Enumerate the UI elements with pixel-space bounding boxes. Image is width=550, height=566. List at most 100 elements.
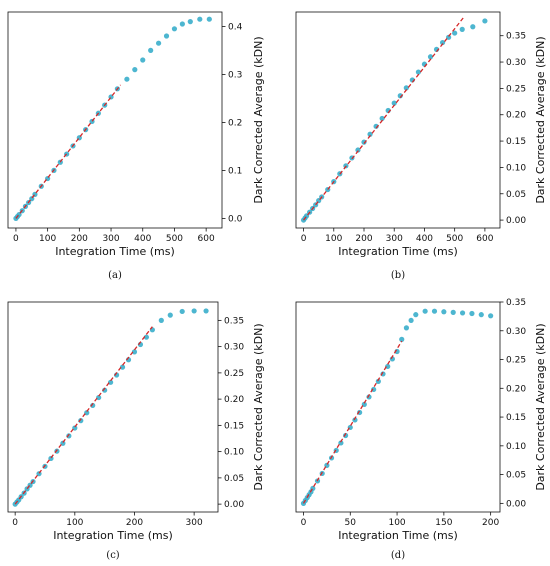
data-point bbox=[131, 349, 138, 355]
x-axis-label: Integration Time (ms) bbox=[338, 529, 458, 542]
y-tick-label: 0.15 bbox=[506, 137, 526, 147]
panel-caption: (a) bbox=[108, 270, 122, 281]
data-point bbox=[197, 16, 203, 22]
data-point bbox=[446, 34, 452, 40]
y-tick-label: 0.10 bbox=[506, 442, 526, 452]
x-tick-label: 0 bbox=[301, 234, 307, 244]
data-point bbox=[469, 310, 475, 317]
x-tick-label: 0 bbox=[12, 518, 18, 528]
y-tick-label: 0.0 bbox=[228, 214, 243, 224]
data-point bbox=[375, 378, 381, 384]
data-point bbox=[60, 440, 66, 446]
data-point bbox=[338, 440, 344, 446]
y-tick-label: 0.4 bbox=[228, 22, 243, 32]
x-tick-label: 200 bbox=[71, 234, 88, 244]
chart-panel-b: 0 100 200 300 400 500 600 0.00 0.05 0.10 0.15 0.20 0… bbox=[295, 11, 547, 281]
data-point bbox=[361, 139, 367, 145]
data-point bbox=[163, 33, 170, 39]
data-point bbox=[385, 363, 391, 370]
chart-panel-c: 0 100 200 300 0.00 0.05 0.10 0.15 0.20 0.25 0.30 0.… bbox=[7, 301, 265, 561]
y-tick-label: 0.25 bbox=[506, 356, 526, 366]
x-tick-label: 0 bbox=[301, 518, 307, 528]
x-tick-label: 0 bbox=[13, 234, 19, 244]
data-point bbox=[441, 309, 447, 315]
y-tick-label: 0.35 bbox=[506, 32, 526, 42]
plot-frame bbox=[295, 301, 501, 513]
data-point bbox=[431, 308, 438, 314]
data-point bbox=[206, 16, 212, 22]
x-tick-label: 400 bbox=[416, 234, 433, 244]
data-point bbox=[119, 364, 126, 370]
y-axis-label: Dark Corrected Average (kDN) bbox=[252, 323, 265, 490]
data-point bbox=[171, 26, 178, 32]
x-tick-label: 150 bbox=[435, 518, 452, 528]
data-point bbox=[470, 24, 476, 30]
data-point bbox=[140, 57, 146, 63]
data-point bbox=[459, 310, 466, 316]
data-point bbox=[413, 312, 419, 318]
x-tick-label: 500 bbox=[446, 234, 463, 244]
data-point bbox=[90, 402, 96, 409]
x-tick-label: 100 bbox=[39, 234, 56, 244]
data-point bbox=[179, 21, 185, 27]
data-point bbox=[148, 47, 154, 54]
data-point bbox=[367, 131, 373, 137]
y-tick-label: 0.20 bbox=[224, 395, 244, 405]
data-point bbox=[459, 26, 465, 32]
x-tick-label: 200 bbox=[482, 518, 499, 528]
y-axis-label: Dark Corrected Average (kDN) bbox=[252, 36, 265, 203]
y-axis-label: Dark Corrected Average (kDN) bbox=[534, 36, 547, 203]
data-point bbox=[179, 308, 185, 315]
data-point bbox=[403, 85, 409, 91]
fit-line bbox=[303, 16, 465, 221]
data-point bbox=[155, 40, 162, 46]
data-point bbox=[132, 67, 138, 73]
x-tick-label: 600 bbox=[476, 234, 493, 244]
y-tick-label: 0.25 bbox=[224, 369, 244, 379]
data-point bbox=[415, 69, 421, 75]
data-point bbox=[397, 93, 403, 99]
x-tick-label: 100 bbox=[325, 234, 342, 244]
y-axis-label: Dark Corrected Average (kDN) bbox=[534, 323, 547, 490]
data-point bbox=[482, 18, 488, 24]
data-point bbox=[124, 76, 130, 82]
y-tick-label: 0.10 bbox=[224, 448, 244, 458]
data-point bbox=[379, 115, 385, 122]
data-point bbox=[399, 336, 405, 342]
x-tick-label: 600 bbox=[198, 234, 215, 244]
plot-frame bbox=[7, 301, 219, 513]
chart-panel-d: 0 50 100 150 200 0.00 0.05 0.10 0.15 0.20 0.25 0.30… bbox=[295, 298, 547, 561]
x-axis-label: Integration Time (ms) bbox=[338, 245, 458, 258]
y-tick-label: 0.2 bbox=[228, 118, 242, 128]
data-point bbox=[439, 39, 446, 46]
x-tick-label: 400 bbox=[134, 234, 151, 244]
x-tick-label: 300 bbox=[186, 518, 203, 528]
x-tick-label: 500 bbox=[166, 234, 183, 244]
x-axis-label: Integration Time (ms) bbox=[53, 529, 173, 542]
panel-caption: (c) bbox=[106, 550, 120, 561]
data-point bbox=[478, 312, 484, 318]
x-tick-label: 200 bbox=[355, 234, 372, 244]
y-tick-label: 0.10 bbox=[506, 163, 526, 173]
x-tick-label: 100 bbox=[66, 518, 83, 528]
x-tick-label: 300 bbox=[102, 234, 119, 244]
y-tick-label: 0.35 bbox=[506, 298, 526, 308]
x-tick-label: 50 bbox=[345, 518, 357, 528]
y-tick-label: 0.05 bbox=[506, 471, 526, 481]
data-point bbox=[488, 313, 494, 319]
data-point bbox=[167, 312, 173, 318]
plot-frame bbox=[295, 11, 501, 229]
y-tick-label: 0.1 bbox=[228, 166, 242, 176]
x-tick-label: 300 bbox=[386, 234, 403, 244]
y-tick-label: 0.30 bbox=[506, 327, 526, 337]
data-point bbox=[203, 308, 209, 314]
data-point bbox=[102, 387, 108, 393]
y-tick-label: 0.05 bbox=[224, 474, 244, 484]
y-tick-label: 0.00 bbox=[506, 216, 526, 226]
data-point bbox=[352, 417, 358, 423]
x-tick-label: 100 bbox=[388, 518, 405, 528]
fit-line bbox=[302, 340, 403, 504]
y-tick-label: 0.15 bbox=[506, 413, 526, 423]
data-point bbox=[108, 379, 114, 385]
